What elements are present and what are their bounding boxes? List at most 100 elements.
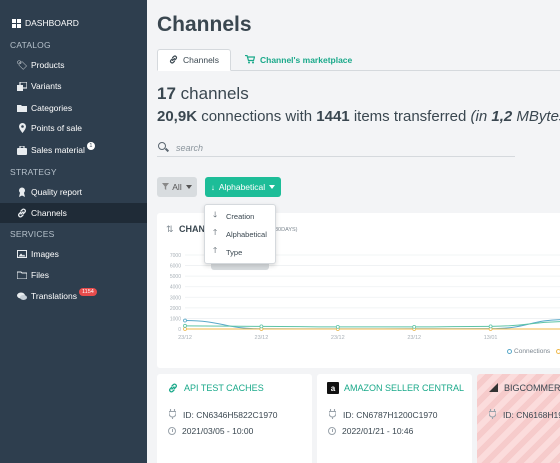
size-value: 1,2 (491, 108, 513, 125)
series-point (488, 324, 493, 329)
channel-id-row: ID: CN6346H5822C1970 (167, 409, 278, 421)
series-point (259, 324, 264, 329)
sidebar-item-label: Translations (31, 291, 77, 301)
search-bar (157, 139, 515, 157)
section-services: SERVICES (10, 229, 55, 239)
chart-legend: Connections (507, 348, 560, 355)
clock-icon (168, 427, 176, 435)
search-icon (158, 141, 170, 154)
channel-card-title: BIGCOMMERCE (487, 382, 560, 394)
connections-count: 20,9K (157, 108, 198, 125)
sort-option-label: Creation (226, 211, 255, 221)
translations-badge: 1154 (78, 288, 97, 296)
channel-count-label: channels (180, 84, 249, 103)
y-tick-label: 2000 (170, 306, 181, 312)
channel-count: 17 (157, 84, 176, 103)
series-point (183, 318, 187, 323)
sidebar-item-sales-material[interactable]: Sales material 1 (0, 140, 147, 160)
link-icon (167, 382, 179, 394)
filter-all-button[interactable]: All (157, 177, 197, 197)
y-tick-label: 5000 (170, 274, 181, 280)
channel-id: ID: CN6787H1200C1970 (343, 410, 438, 420)
filter-all-label: All (172, 182, 182, 192)
sidebar-item-label: Categories (31, 103, 73, 113)
channel-name: API TEST CACHES (184, 383, 264, 393)
channel-id-row: ID: CN6168H192 (487, 409, 560, 421)
sidebar-item-categories[interactable]: Categories (0, 98, 147, 118)
plug-icon (327, 409, 337, 421)
transfer-stat: 20,9K connections with 1441 items transf… (157, 108, 560, 125)
sort-dropdown-menu: 🡓 Creation 🡑 Alphabetical 🡑 Type (204, 204, 276, 264)
channel-name: AMAZON SELLER CENTRAL (344, 383, 465, 393)
sidebar-item-products[interactable]: 🏷 Products (0, 55, 147, 75)
sidebar: DASHBOARD CATALOG 🏷 Products Variants Ca… (0, 0, 147, 463)
series-point (335, 324, 340, 329)
sort-option-label: Alphabetical (226, 229, 267, 239)
items-label: items transferred (353, 108, 467, 125)
sidebar-item-variants[interactable]: Variants (0, 76, 147, 96)
y-tick-label: 3000 (170, 295, 181, 301)
arrow-up-icon: 🡑 (213, 228, 218, 237)
folder-icon (16, 104, 28, 112)
plug-icon (487, 409, 497, 421)
legend-connections-label: Connections (514, 348, 551, 355)
chevron-down-icon (185, 185, 192, 189)
channel-date-row: 2022/01/21 - 10:46 (327, 426, 413, 436)
sort-option-creation[interactable]: 🡓 Creation (205, 207, 275, 225)
section-strategy: STRATEGY (10, 167, 57, 177)
arrow-down-icon: 🡓 (213, 210, 218, 219)
sidebar-item-files[interactable]: Files (0, 265, 147, 285)
tab-channels[interactable]: Channels (157, 49, 231, 71)
sidebar-item-label: Products (31, 60, 65, 70)
arrow-up-icon: 🡑 (213, 246, 218, 255)
sidebar-item-translations[interactable]: Translations 1154 (0, 286, 147, 306)
channel-date: 2022/01/21 - 10:46 (342, 426, 414, 436)
sort-arrow-icon: ↓ (210, 182, 215, 192)
sidebar-item-channels[interactable]: Channels (0, 203, 147, 223)
section-catalog: CATALOG (10, 40, 51, 50)
sort-option-alphabetical[interactable]: 🡑 Alphabetical (205, 225, 275, 243)
series-point (412, 324, 417, 329)
cart-icon (245, 54, 256, 66)
sidebar-item-points-of-sale[interactable]: Points of sale (0, 118, 147, 138)
x-tick-label: 23/12 (255, 335, 269, 341)
channel-count-stat: 17 channels (157, 84, 249, 104)
channel-card[interactable]: a AMAZON SELLER CENTRAL ID: CN6787H1200C… (317, 374, 472, 463)
tab-label: Channels (183, 55, 219, 65)
search-input[interactable] (176, 142, 476, 153)
sidebar-item-label: Channels (31, 208, 67, 218)
sidebar-item-label: DASHBOARD (25, 18, 79, 28)
tab-bar: Channels Channel's marketplace (157, 49, 560, 71)
ribbon-icon (16, 187, 28, 197)
y-tick-label: 7000 (170, 253, 181, 259)
y-tick-label: 0 (178, 327, 181, 333)
tags-icon: 🏷 (16, 59, 28, 70)
image-icon (16, 250, 28, 258)
sidebar-item-images[interactable]: Images (0, 244, 147, 264)
sidebar-item-quality-report[interactable]: Quality report (0, 182, 147, 202)
channel-card[interactable]: BIGCOMMERCE ID: CN6168H192 (477, 374, 560, 463)
x-tick-label: 23/12 (178, 335, 192, 341)
clock-icon (328, 427, 336, 435)
sidebar-item-label: Variants (31, 81, 62, 91)
chevron-down-icon (269, 185, 276, 189)
chart-title: CHAN (179, 224, 205, 234)
dropdown-backdrop (211, 262, 269, 270)
filter-icon (162, 182, 170, 192)
amazon-logo-icon: a (327, 382, 339, 394)
series-line-1 (184, 319, 560, 330)
briefcase-icon (16, 145, 28, 155)
channel-card[interactable]: API TEST CACHES ID: CN6346H5822C1970 202… (157, 374, 312, 463)
sort-option-type[interactable]: 🡑 Type (205, 243, 275, 261)
sidebar-item-label: Files (31, 270, 49, 280)
legend-connections-marker (507, 348, 513, 354)
tab-marketplace[interactable]: Channel's marketplace (235, 49, 362, 71)
y-tick-label: 1000 (170, 316, 181, 322)
sidebar-item-dashboard[interactable]: DASHBOARD (0, 13, 147, 33)
link-icon (16, 208, 28, 218)
channel-id: ID: CN6346H5822C1970 (183, 410, 278, 420)
channel-name: BIGCOMMERCE (504, 383, 560, 393)
sort-button[interactable]: ↓ Alphabetical (205, 177, 281, 197)
folder-icon (16, 271, 28, 279)
